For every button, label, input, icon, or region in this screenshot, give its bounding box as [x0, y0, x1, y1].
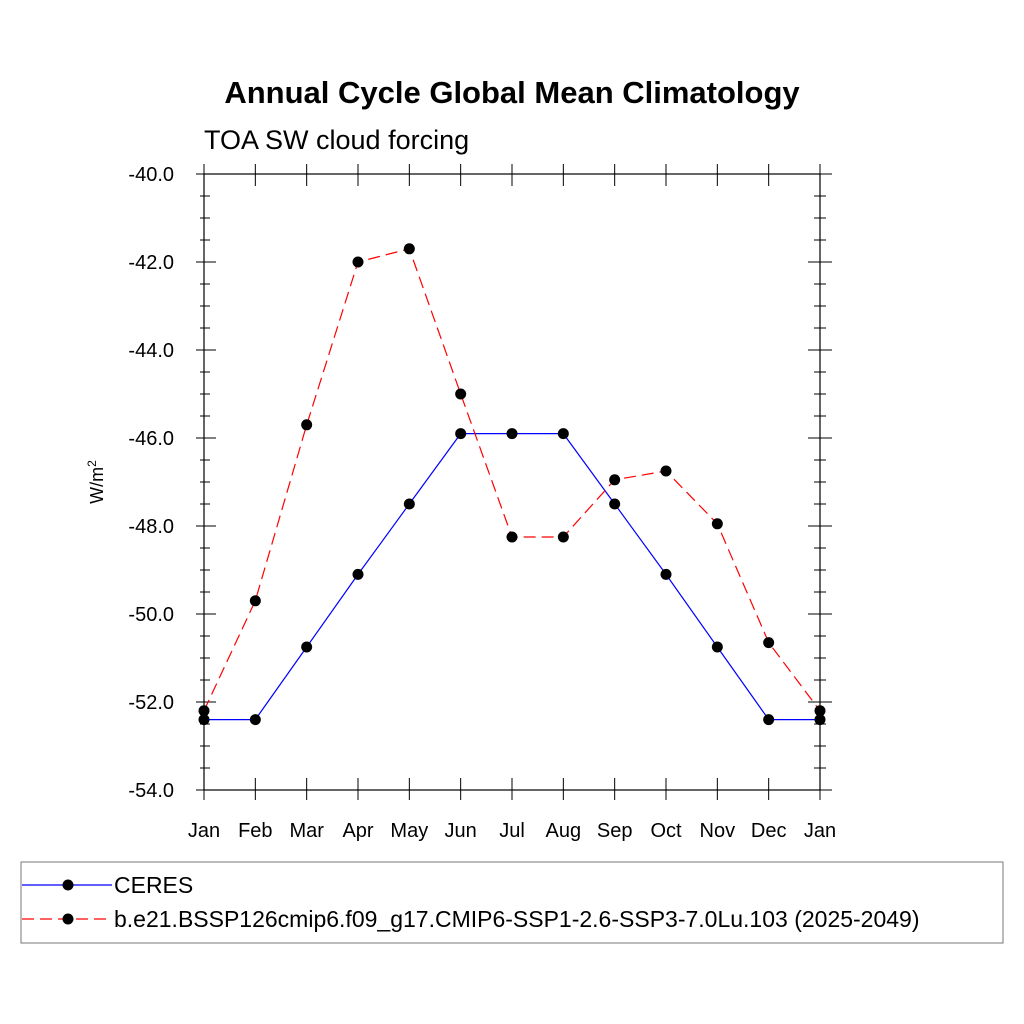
series-2-point — [609, 474, 621, 486]
plot-frame — [203, 173, 821, 791]
x-tick-label: Jan — [804, 820, 836, 842]
series-2-point — [403, 243, 415, 255]
series-2-point — [455, 388, 467, 400]
series-1-point — [506, 428, 518, 440]
y-tick-label: -42.0 — [128, 252, 174, 274]
series-2-point — [249, 595, 261, 607]
x-tick-label: Feb — [238, 820, 272, 842]
y-tick-label: -44.0 — [128, 340, 174, 362]
x-tick-label: Nov — [700, 820, 736, 842]
y-axis-label: W/m2 — [85, 460, 107, 504]
legend-items: CERES b.e21.BSSP126cmip6.f09_g17.CMIP6-SS… — [22, 872, 920, 932]
series-2-point — [660, 465, 672, 477]
x-tick-label: Jan — [188, 820, 220, 842]
legend-frame — [20, 861, 1004, 944]
x-tick-label: May — [390, 820, 428, 842]
chart-title: Annual Cycle Global Mean Climatology — [224, 75, 800, 110]
y-tick-label: -54.0 — [128, 780, 174, 802]
y-tick-label: -48.0 — [128, 516, 174, 538]
series-1-point — [711, 641, 723, 653]
series-1-point — [609, 498, 621, 510]
series-line-2 — [203, 248, 821, 712]
legend-label-1: CERES — [114, 872, 193, 898]
legend-label-2: b.e21.BSSP126cmip6.f09_g17.CMIP6-SSP1-2.… — [114, 906, 920, 932]
series-1-point — [301, 641, 313, 653]
plot-series — [198, 243, 826, 726]
series-1-point — [660, 568, 672, 580]
x-tick-label: Mar — [289, 820, 324, 842]
series-1-point — [455, 428, 467, 440]
y-tick-labels: -40.0 -42.0 -44.0 -46.0 -48.0 -50.0 -52.0 -54.0 — [128, 164, 174, 802]
legend-marker-1 — [62, 879, 74, 891]
y-tick-label: -50.0 — [128, 604, 174, 626]
x-tick-label: Aug — [546, 820, 582, 842]
series-line-1 — [204, 433, 820, 721]
y-tick-label: -52.0 — [128, 692, 174, 714]
x-tick-label: Jul — [499, 820, 525, 842]
chart-subtitle: TOA SW cloud forcing — [204, 125, 469, 155]
series-2-point — [711, 518, 723, 530]
series-1-point — [763, 714, 775, 726]
y-tick-label: -40.0 — [128, 164, 174, 186]
legend: CERES b.e21.BSSP126cmip6.f09_g17.CMIP6-SS… — [20, 861, 1004, 944]
series-1-point — [403, 498, 415, 510]
series-2-point — [557, 531, 569, 543]
series-2-point — [301, 419, 313, 431]
series-1-point — [557, 428, 569, 440]
x-tick-label: Sep — [597, 820, 633, 842]
y-axis-label-superscript: 2 — [85, 460, 99, 467]
axis-ticks — [196, 164, 832, 800]
x-tick-label: Oct — [650, 820, 682, 842]
y-axis-label-base: W/m — [87, 467, 107, 504]
x-tick-label: Apr — [342, 820, 373, 842]
series-2-point — [352, 256, 364, 268]
series-2-point — [763, 637, 775, 649]
x-tick-label: Jun — [445, 820, 477, 842]
series-1-point — [249, 714, 261, 726]
legend-marker-2 — [62, 913, 74, 925]
series-1-point — [352, 568, 364, 580]
x-tick-labels: Jan Feb Mar Apr May Jun Jul Aug Sep Oct Nov Dec Jan — [188, 820, 836, 842]
y-tick-label: -46.0 — [128, 428, 174, 450]
series-2-point — [506, 531, 518, 543]
x-tick-label: Dec — [751, 820, 787, 842]
